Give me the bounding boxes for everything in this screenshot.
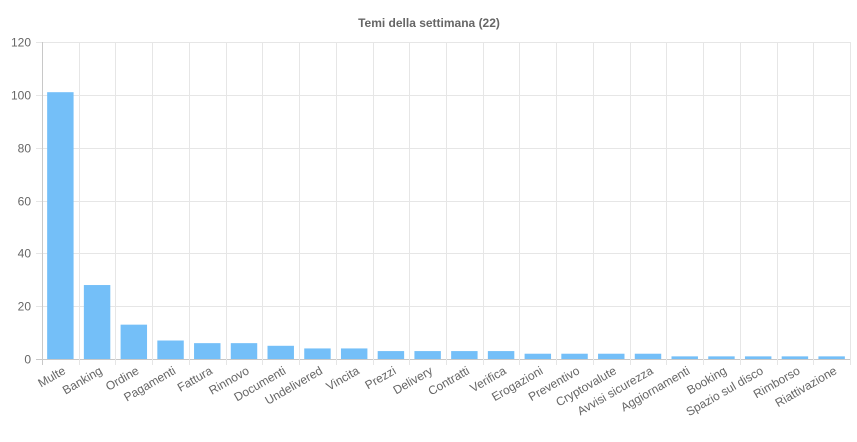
bar[interactable] <box>598 353 625 359</box>
y-tick-label: 120 <box>11 36 31 50</box>
bar[interactable] <box>561 353 588 359</box>
x-tick-label: Vincita <box>324 363 362 393</box>
x-tick-label: Contratti <box>426 363 472 398</box>
bar[interactable] <box>781 356 809 359</box>
bar[interactable] <box>83 285 111 359</box>
bar[interactable] <box>671 356 698 359</box>
bar[interactable] <box>47 92 74 360</box>
bar[interactable] <box>267 345 294 359</box>
y-tick-label: 0 <box>24 353 31 367</box>
bar[interactable] <box>230 343 258 359</box>
grid <box>36 42 851 365</box>
chart-title: Temi della settimana (22) <box>358 16 500 30</box>
x-axis-ticks: MulteBankingOrdinePagamentiFatturaRinnov… <box>35 363 839 419</box>
y-tick-label: 40 <box>18 247 32 261</box>
y-tick-label: 100 <box>11 89 31 103</box>
bar[interactable] <box>818 356 845 359</box>
bar[interactable] <box>120 324 148 359</box>
bar[interactable] <box>744 356 772 359</box>
bars <box>47 92 845 360</box>
y-tick-label: 80 <box>18 142 32 156</box>
bar[interactable] <box>304 348 331 359</box>
bar[interactable] <box>634 353 662 359</box>
bar[interactable] <box>708 356 735 359</box>
x-tick-label: Banking <box>60 363 105 397</box>
bar[interactable] <box>451 351 478 359</box>
bar[interactable] <box>377 351 405 359</box>
y-tick-label: 20 <box>18 300 32 314</box>
bar[interactable] <box>157 340 184 359</box>
y-tick-label: 60 <box>18 195 32 209</box>
bar[interactable] <box>524 353 552 359</box>
bar[interactable] <box>194 343 221 359</box>
bar[interactable] <box>487 351 515 359</box>
bar[interactable] <box>340 348 368 359</box>
bar[interactable] <box>414 351 441 359</box>
y-axis-ticks: 0 20 40 60 80 100 120 <box>11 36 31 367</box>
